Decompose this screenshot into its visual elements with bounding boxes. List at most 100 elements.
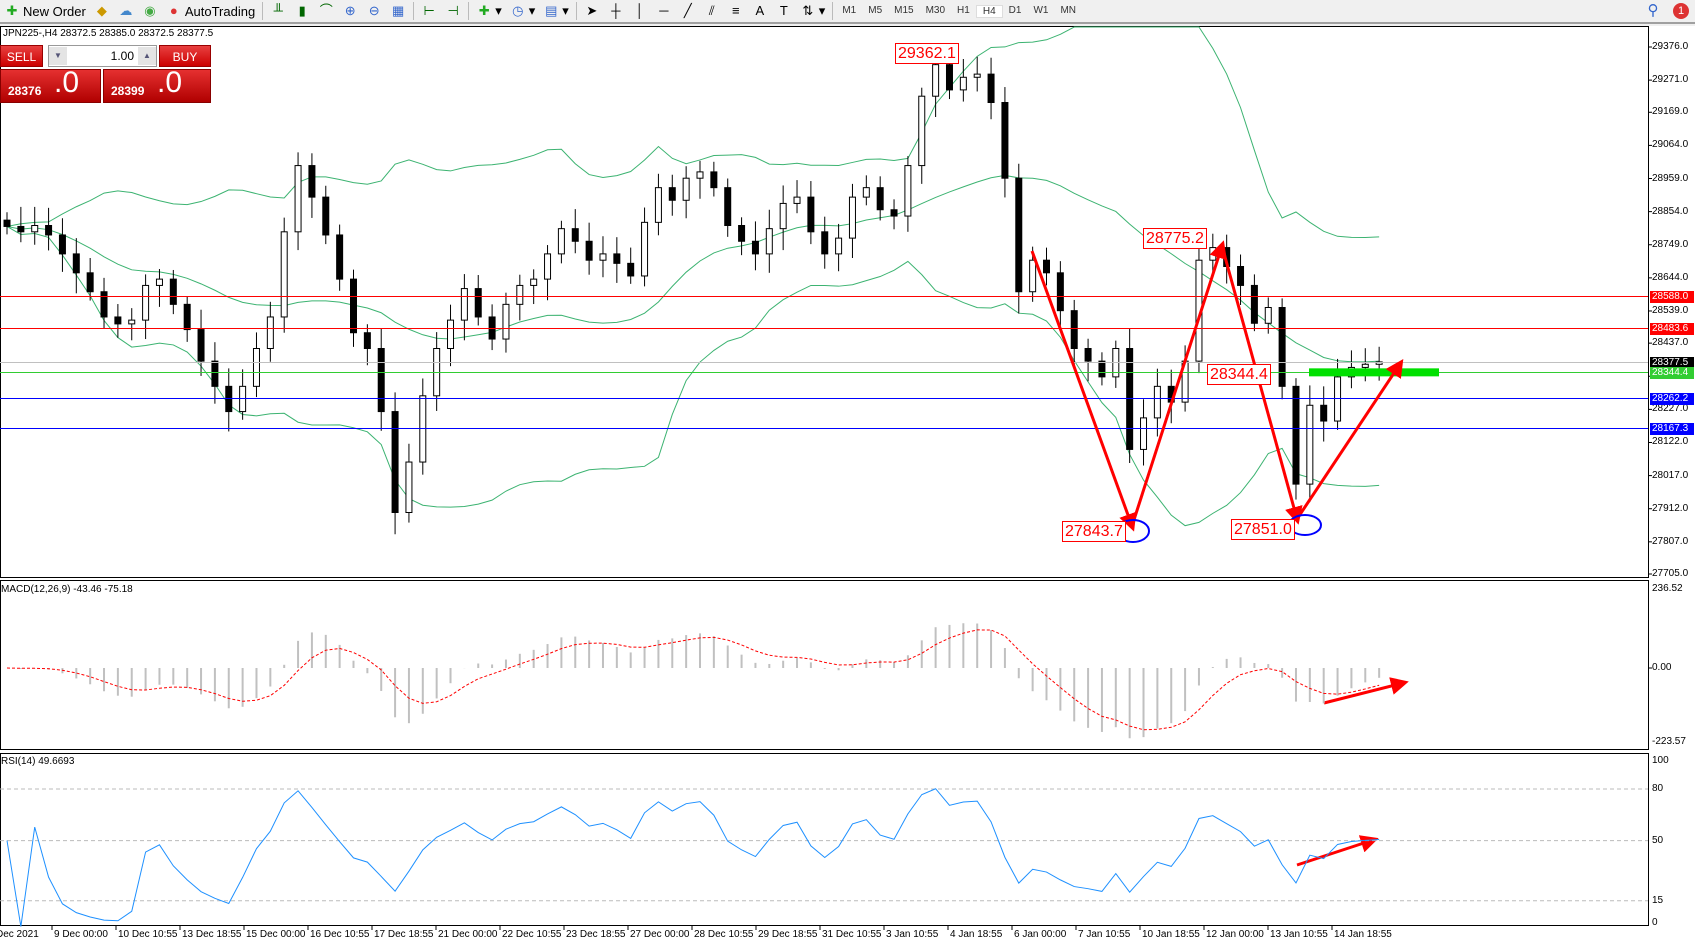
buy-button[interactable]: BUY xyxy=(159,45,211,67)
text-button[interactable]: A xyxy=(748,0,772,22)
timeframe-h1[interactable]: H1 xyxy=(957,4,970,16)
market-watch-button[interactable]: ☁ xyxy=(114,0,138,22)
templates-button[interactable]: ▤ ▾ xyxy=(545,3,569,18)
channel-button[interactable]: ⫽ xyxy=(700,0,724,22)
zoom-out-button[interactable]: ⊖ xyxy=(362,0,386,22)
periods-button[interactable]: ◷ ▾ xyxy=(506,0,540,22)
horizontal-line-button[interactable]: ─ xyxy=(652,0,676,22)
price-axis-label: 29271.0 xyxy=(1652,74,1689,86)
macd-signal-line xyxy=(6,629,1380,731)
autotrading-button[interactable]: ● AutoTrading xyxy=(162,0,259,22)
trend-arrow xyxy=(1296,835,1379,867)
metaeditor-button[interactable]: ◆ xyxy=(90,0,114,22)
bearish-candle xyxy=(1015,177,1023,293)
fibonacci-icon: ≡ xyxy=(732,3,740,18)
text-label-button[interactable]: T xyxy=(772,0,796,22)
rsi-line xyxy=(6,788,1380,927)
book-icon: ◆ xyxy=(96,3,107,18)
search-icon[interactable]: ⚲ xyxy=(1647,2,1659,19)
bullish-candle xyxy=(1375,361,1383,365)
fibonacci-button[interactable]: ≡ xyxy=(724,0,748,22)
vertical-line-icon: │ xyxy=(635,3,644,18)
timeframe-m15[interactable]: M15 xyxy=(894,4,914,16)
crosshair-icon: ┼ xyxy=(611,3,621,18)
trendline-button[interactable]: ╱ xyxy=(676,0,700,22)
sell-button[interactable]: SELL xyxy=(0,45,43,67)
timeframe-m30[interactable]: M30 xyxy=(925,4,946,16)
bearish-candle xyxy=(627,262,635,277)
bollinger-lower xyxy=(6,226,1380,527)
buy-price[interactable]: 28399.0 xyxy=(103,66,211,103)
autoscroll-button[interactable]: ⊢ xyxy=(417,0,441,22)
time-axis-label: Dec 2021 xyxy=(0,929,39,940)
rsi-axis-label: 80 xyxy=(1652,783,1664,794)
notification-badge[interactable]: 1 xyxy=(1673,3,1689,19)
candlestick-button[interactable]: ▮ xyxy=(290,0,314,22)
rsi-panel-border xyxy=(0,753,1649,926)
bearish-candle xyxy=(821,231,829,255)
bullish-candle xyxy=(682,177,690,201)
macd-axis-label: -223.57 xyxy=(1652,736,1686,747)
lot-decrease-button[interactable]: ▼ xyxy=(49,47,67,65)
bullish-candle xyxy=(557,228,565,255)
tile-windows-button[interactable]: ▦ xyxy=(386,0,410,22)
price-axis-label: 28959.0 xyxy=(1652,172,1689,184)
line-chart-button[interactable]: ⌒ xyxy=(314,0,338,22)
price-axis-label: 28749.0 xyxy=(1652,238,1689,250)
price-level-tag: 28483.6 xyxy=(1650,322,1694,335)
chart-window[interactable] xyxy=(0,26,1695,949)
bullish-candle xyxy=(280,231,288,318)
bearish-candle xyxy=(3,219,11,227)
price-axis-label: 28227.0 xyxy=(1652,403,1689,415)
bullish-candle xyxy=(932,64,940,97)
bearish-candle xyxy=(668,187,676,201)
indicators-button[interactable]: ✚ ▾ xyxy=(472,0,506,22)
bearish-candle xyxy=(169,278,177,305)
support-zone xyxy=(1309,368,1439,377)
cursor-button[interactable]: ➤ xyxy=(580,0,604,22)
sell-price[interactable]: 28376.0 xyxy=(0,66,101,103)
timeframe-h4[interactable]: H4 xyxy=(975,4,1003,18)
crosshair-button[interactable]: ┼ xyxy=(604,0,628,22)
bullish-candle xyxy=(447,319,455,350)
price-axis-label: 27807.0 xyxy=(1652,535,1689,547)
bullish-candle xyxy=(793,196,801,204)
bollinger-middle xyxy=(6,174,1380,363)
zoom-in-button[interactable]: ⊕ xyxy=(338,0,362,22)
arrows-button[interactable]: ⇅ ▾ xyxy=(796,0,830,22)
timeframe-d1[interactable]: D1 xyxy=(1008,4,1022,16)
rsi-axis-label: 50 xyxy=(1652,834,1664,846)
bullish-candle xyxy=(516,284,524,305)
bearish-candle xyxy=(100,291,108,318)
bearish-candle xyxy=(322,196,330,236)
bearish-candle xyxy=(1320,404,1328,422)
bearish-candle xyxy=(1292,385,1300,485)
timeframe-mn[interactable]: MN xyxy=(1060,4,1076,16)
time-axis-label: 13 Jan 10:55 xyxy=(1270,929,1328,940)
bearish-candle xyxy=(1001,102,1009,179)
bearish-candle xyxy=(114,316,122,325)
bullish-candle xyxy=(502,303,510,340)
bullish-candle xyxy=(530,278,538,286)
new-order-button[interactable]: ✚ New Order xyxy=(0,0,90,22)
vertical-line-button[interactable]: │ xyxy=(628,0,652,22)
signals-button[interactable]: ◉ xyxy=(138,0,162,22)
bearish-candle xyxy=(17,225,25,233)
timeframe-w1[interactable]: W1 xyxy=(1033,4,1049,16)
bar-chart-button[interactable]: ╨ xyxy=(266,0,290,22)
timeframe-m1[interactable]: M1 xyxy=(842,4,857,16)
bearish-candle xyxy=(308,165,316,198)
lot-increase-button[interactable]: ▲ xyxy=(138,47,156,65)
rsi-axis-label: 0 xyxy=(1652,916,1658,928)
chart-shift-button[interactable]: ⊣ xyxy=(441,0,465,22)
lot-size-input[interactable]: 1.00 xyxy=(48,45,157,67)
trend-arrow xyxy=(1030,250,1137,532)
tile-icon: ▦ xyxy=(392,3,405,18)
bullish-candle xyxy=(128,319,136,325)
time-axis-label: 21 Dec 00:00 xyxy=(438,929,498,940)
time-axis-label: 9 Dec 00:00 xyxy=(54,929,108,940)
bearish-candle xyxy=(1098,360,1106,378)
bearish-candle xyxy=(807,196,815,233)
timeframe-m5[interactable]: M5 xyxy=(868,4,883,16)
